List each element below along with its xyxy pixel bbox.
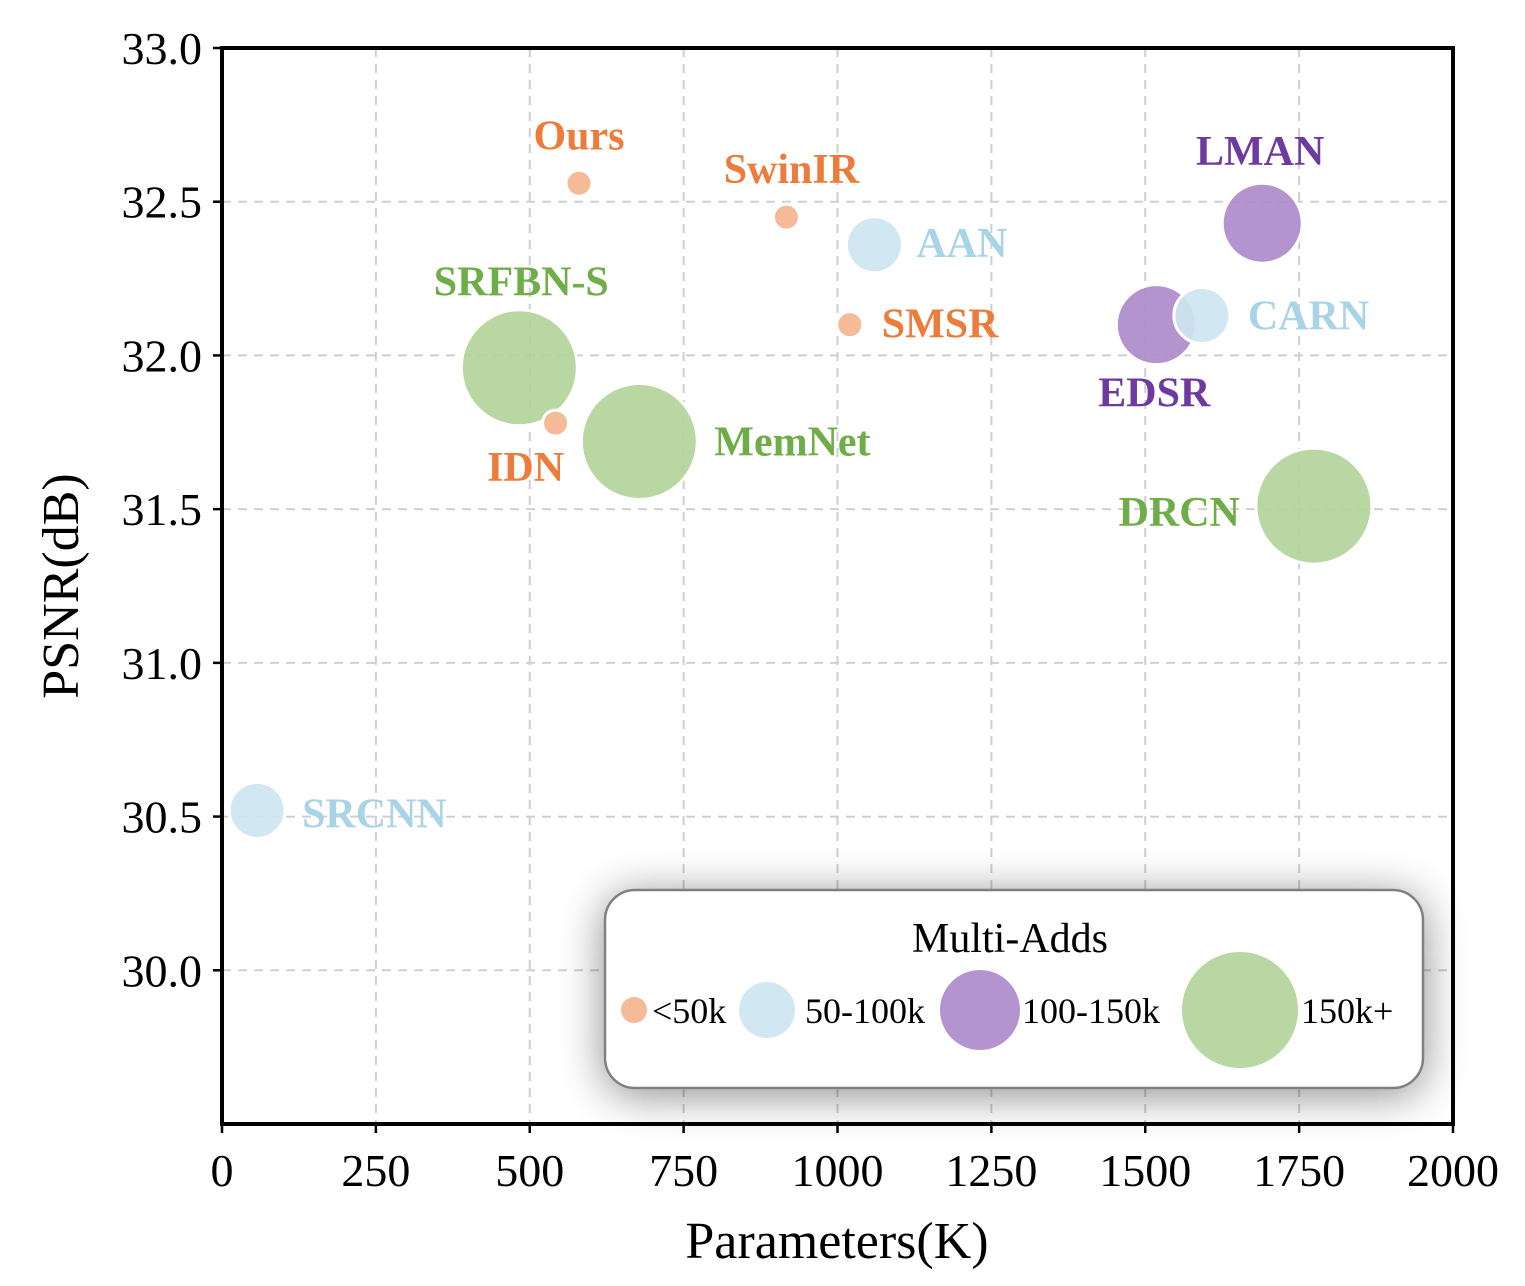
point-labels: Ours SwinIR SMSR IDN AAN CARN SRCNN LMAN EDSR SRF…: [302, 113, 1369, 837]
x-tick-label: 2000: [1407, 1145, 1499, 1196]
point-ours: [564, 168, 594, 198]
y-tick-label: 32.0: [122, 330, 203, 381]
x-tick-label: 250: [341, 1145, 410, 1196]
legend-marker-100-150k: [940, 970, 1020, 1050]
legend-marker-50-100k: [739, 982, 795, 1038]
point-carn: [1172, 285, 1232, 345]
x-tick-label: 0: [211, 1145, 234, 1196]
point-label-drcn: DRCN: [1119, 490, 1240, 536]
x-axis: 0 250 500 750 1000 1250 1500 1750 2000: [211, 1124, 1499, 1196]
point-label-aan: AAN: [916, 221, 1007, 267]
y-tick-label: 30.0: [122, 945, 203, 996]
x-tick-label: 750: [649, 1145, 718, 1196]
point-label-srfbn-s: SRFBN-S: [434, 260, 609, 306]
legend-marker-lt50k: [621, 997, 647, 1023]
y-tick-label: 32.5: [122, 177, 203, 228]
y-tick-label: 31.0: [122, 638, 203, 689]
point-label-swinir: SwinIR: [724, 147, 860, 193]
point-label-lman: LMAN: [1196, 129, 1324, 175]
x-tick-label: 1000: [792, 1145, 884, 1196]
point-swinir: [771, 202, 801, 232]
point-label-edsr: EDSR: [1098, 371, 1211, 417]
point-srcnn: [227, 780, 287, 840]
y-tick-label: 30.5: [122, 792, 203, 843]
legend-label-50-100k: 50-100k: [805, 991, 925, 1031]
point-drcn: [1254, 446, 1374, 566]
legend-label-lt50k: <50k: [652, 991, 726, 1031]
y-tick-label: 31.5: [122, 484, 203, 535]
y-axis-label: PSNR(dB): [33, 473, 90, 698]
x-axis-label: Parameters(K): [685, 1213, 988, 1270]
point-label-memnet: MemNet: [714, 420, 870, 466]
point-aan: [844, 215, 904, 275]
x-tick-label: 1750: [1253, 1145, 1345, 1196]
y-tick-label: 33.0: [122, 23, 203, 74]
point-srfbn-s: [459, 308, 579, 428]
legend-label-150k+: 150k+: [1301, 991, 1393, 1031]
point-idn: [541, 408, 571, 438]
legend-marker-150k+: [1182, 952, 1298, 1068]
x-tick-label: 1250: [945, 1145, 1037, 1196]
data-points: [227, 168, 1374, 840]
x-tick-label: 500: [495, 1145, 564, 1196]
point-label-srcnn: SRCNN: [302, 791, 447, 837]
point-label-ours: Ours: [533, 113, 624, 159]
point-label-carn: CARN: [1248, 293, 1369, 339]
point-memnet: [579, 382, 699, 502]
point-label-smsr: SMSR: [882, 302, 999, 348]
legend-label-100-150k: 100-150k: [1022, 991, 1160, 1031]
legend-content: Multi-Adds <50k 50-100k 100-150k 150k+: [621, 916, 1393, 1068]
y-axis: 30.0 30.5 31.0 31.5 32.0 32.5 33.0: [122, 23, 222, 996]
legend-title: Multi-Adds: [912, 916, 1108, 962]
point-smsr: [835, 310, 865, 340]
point-lman: [1220, 181, 1304, 265]
x-tick-label: 1500: [1099, 1145, 1191, 1196]
point-label-idn: IDN: [487, 445, 564, 491]
